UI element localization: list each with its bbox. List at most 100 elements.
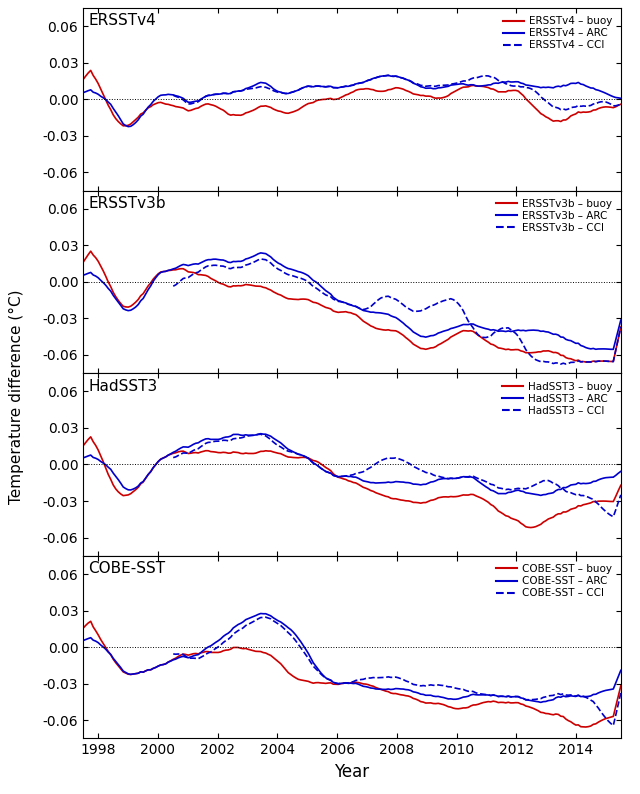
ERSSTv3b – buoy xyxy=(79,257,87,267)
HadSST3 – buoy xyxy=(87,432,95,441)
ERSSTv3b – buoy xyxy=(217,279,225,288)
HadSST3 – buoy xyxy=(79,441,87,450)
COBE-SST – buoy xyxy=(537,707,545,717)
HadSST3 – CCI xyxy=(385,453,392,463)
COBE-SST – ARC xyxy=(495,692,502,701)
ERSSTv4 – buoy xyxy=(87,66,95,75)
ERSSTv4 – ARC xyxy=(389,71,397,81)
ERSSTv4 – buoy xyxy=(394,83,402,93)
COBE-SST – ARC xyxy=(540,697,547,707)
ERSSTv3b – buoy xyxy=(392,326,399,336)
ERSSTv4 – CCI xyxy=(492,74,500,83)
ERSSTv3b – CCI xyxy=(214,261,222,271)
HadSST3 – buoy xyxy=(202,446,209,456)
ERSSTv4 – ARC xyxy=(202,91,209,101)
ERSSTv3b – ARC xyxy=(392,313,399,322)
ERSSTv3b – buoy xyxy=(537,347,545,357)
Line: COBE-SST – buoy: COBE-SST – buoy xyxy=(83,621,621,727)
COBE-SST – ARC xyxy=(214,636,222,646)
HadSST3 – CCI xyxy=(534,478,542,488)
Line: ERSSTv4 – ARC: ERSSTv4 – ARC xyxy=(83,75,621,126)
ERSSTv3b – buoy xyxy=(87,246,95,256)
ERSSTv3b – CCI xyxy=(534,356,542,365)
COBE-SST – ARC xyxy=(537,698,545,707)
Line: HadSST3 – CCI: HadSST3 – CCI xyxy=(173,434,621,517)
COBE-SST – ARC xyxy=(387,684,395,694)
ERSSTv3b – ARC xyxy=(617,315,625,325)
HadSST3 – ARC xyxy=(387,478,395,488)
Line: ERSSTv3b – buoy: ERSSTv3b – buoy xyxy=(83,251,621,362)
ERSSTv3b – ARC xyxy=(495,326,502,336)
HadSST3 – CCI xyxy=(214,437,222,446)
COBE-SST – ARC xyxy=(392,684,399,693)
ERSSTv4 – buoy xyxy=(389,84,397,94)
ERSSTv3b – ARC xyxy=(79,271,87,280)
Line: ERSSTv4 – buoy: ERSSTv4 – buoy xyxy=(83,71,621,125)
ERSSTv3b – CCI xyxy=(385,291,392,301)
Text: ERSSTv4: ERSSTv4 xyxy=(88,13,156,29)
COBE-SST – buoy xyxy=(387,688,395,698)
HadSST3 – CCI xyxy=(389,453,397,463)
COBE-SST – CCI xyxy=(214,642,222,652)
Legend: COBE-SST – buoy, COBE-SST – ARC, COBE-SST – CCI: COBE-SST – buoy, COBE-SST – ARC, COBE-SS… xyxy=(493,561,616,601)
ERSSTv4 – ARC xyxy=(79,88,87,98)
ERSSTv3b – ARC xyxy=(200,257,207,267)
ERSSTv3b – ARC xyxy=(537,326,545,336)
ERSSTv3b – ARC xyxy=(387,311,395,321)
ERSSTv4 – ARC xyxy=(124,121,132,131)
HadSST3 – ARC xyxy=(257,429,264,438)
HadSST3 – buoy xyxy=(527,522,534,532)
HadSST3 – buoy xyxy=(540,518,547,527)
ERSSTv3b – CCI xyxy=(200,264,207,273)
Text: Temperature difference (°C): Temperature difference (°C) xyxy=(8,290,24,504)
COBE-SST – ARC xyxy=(200,646,207,656)
HadSST3 – ARC xyxy=(540,490,547,499)
HadSST3 – buoy xyxy=(387,493,395,503)
Legend: ERSSTv4 – buoy, ERSSTv4 – ARC, ERSSTv4 – CCI: ERSSTv4 – buoy, ERSSTv4 – ARC, ERSSTv4 –… xyxy=(500,13,616,53)
COBE-SST – buoy xyxy=(202,647,209,657)
Line: HadSST3 – buoy: HadSST3 – buoy xyxy=(83,437,621,527)
ERSSTv3b – buoy xyxy=(617,322,625,332)
COBE-SST – CCI xyxy=(617,688,625,698)
HadSST3 – ARC xyxy=(79,453,87,463)
HadSST3 – buoy xyxy=(617,480,625,490)
ERSSTv4 – CCI xyxy=(214,90,222,99)
HadSST3 – ARC xyxy=(537,491,545,500)
COBE-SST – buoy xyxy=(87,616,95,626)
Line: ERSSTv4 – CCI: ERSSTv4 – CCI xyxy=(173,75,621,110)
Legend: ERSSTv3b – buoy, ERSSTv3b – ARC, ERSSTv3b – CCI: ERSSTv3b – buoy, ERSSTv3b – ARC, ERSSTv3… xyxy=(493,196,616,236)
HadSST3 – buoy xyxy=(495,507,502,516)
ERSSTv3b – buoy xyxy=(584,357,592,367)
ERSSTv4 – CCI xyxy=(389,71,397,81)
COBE-SST – CCI xyxy=(492,691,500,700)
ERSSTv4 – CCI xyxy=(534,89,542,98)
ERSSTv4 – buoy xyxy=(617,99,625,109)
ERSSTv3b – CCI xyxy=(389,294,397,303)
Line: COBE-SST – CCI: COBE-SST – CCI xyxy=(173,617,621,726)
ERSSTv4 – buoy xyxy=(220,106,227,115)
ERSSTv4 – ARC xyxy=(540,83,547,92)
Line: ERSSTv3b – CCI: ERSSTv3b – CCI xyxy=(173,259,621,364)
HadSST3 – ARC xyxy=(200,435,207,445)
COBE-SST – CCI xyxy=(385,672,392,681)
ERSSTv3b – ARC xyxy=(609,345,617,354)
ERSSTv3b – buoy xyxy=(202,271,209,280)
ERSSTv3b – CCI xyxy=(492,326,500,336)
COBE-SST – buoy xyxy=(392,688,399,698)
ERSSTv4 – buoy xyxy=(497,87,504,97)
ERSSTv3b – ARC xyxy=(214,255,222,264)
ERSSTv4 – buoy xyxy=(79,75,87,84)
ERSSTv3b – ARC xyxy=(257,249,264,258)
ERSSTv4 – CCI xyxy=(200,94,207,103)
HadSST3 – buoy xyxy=(217,448,225,457)
Line: COBE-SST – ARC: COBE-SST – ARC xyxy=(83,614,621,703)
COBE-SST – buoy xyxy=(79,623,87,633)
HadSST3 – ARC xyxy=(392,477,399,487)
Line: HadSST3 – ARC: HadSST3 – ARC xyxy=(83,434,621,495)
HadSST3 – buoy xyxy=(392,494,399,503)
COBE-SST – buoy xyxy=(582,723,589,732)
Line: ERSSTv3b – ARC: ERSSTv3b – ARC xyxy=(83,253,621,349)
COBE-SST – ARC xyxy=(617,665,625,675)
COBE-SST – CCI xyxy=(200,651,207,661)
ERSSTv4 – buoy xyxy=(120,121,127,130)
